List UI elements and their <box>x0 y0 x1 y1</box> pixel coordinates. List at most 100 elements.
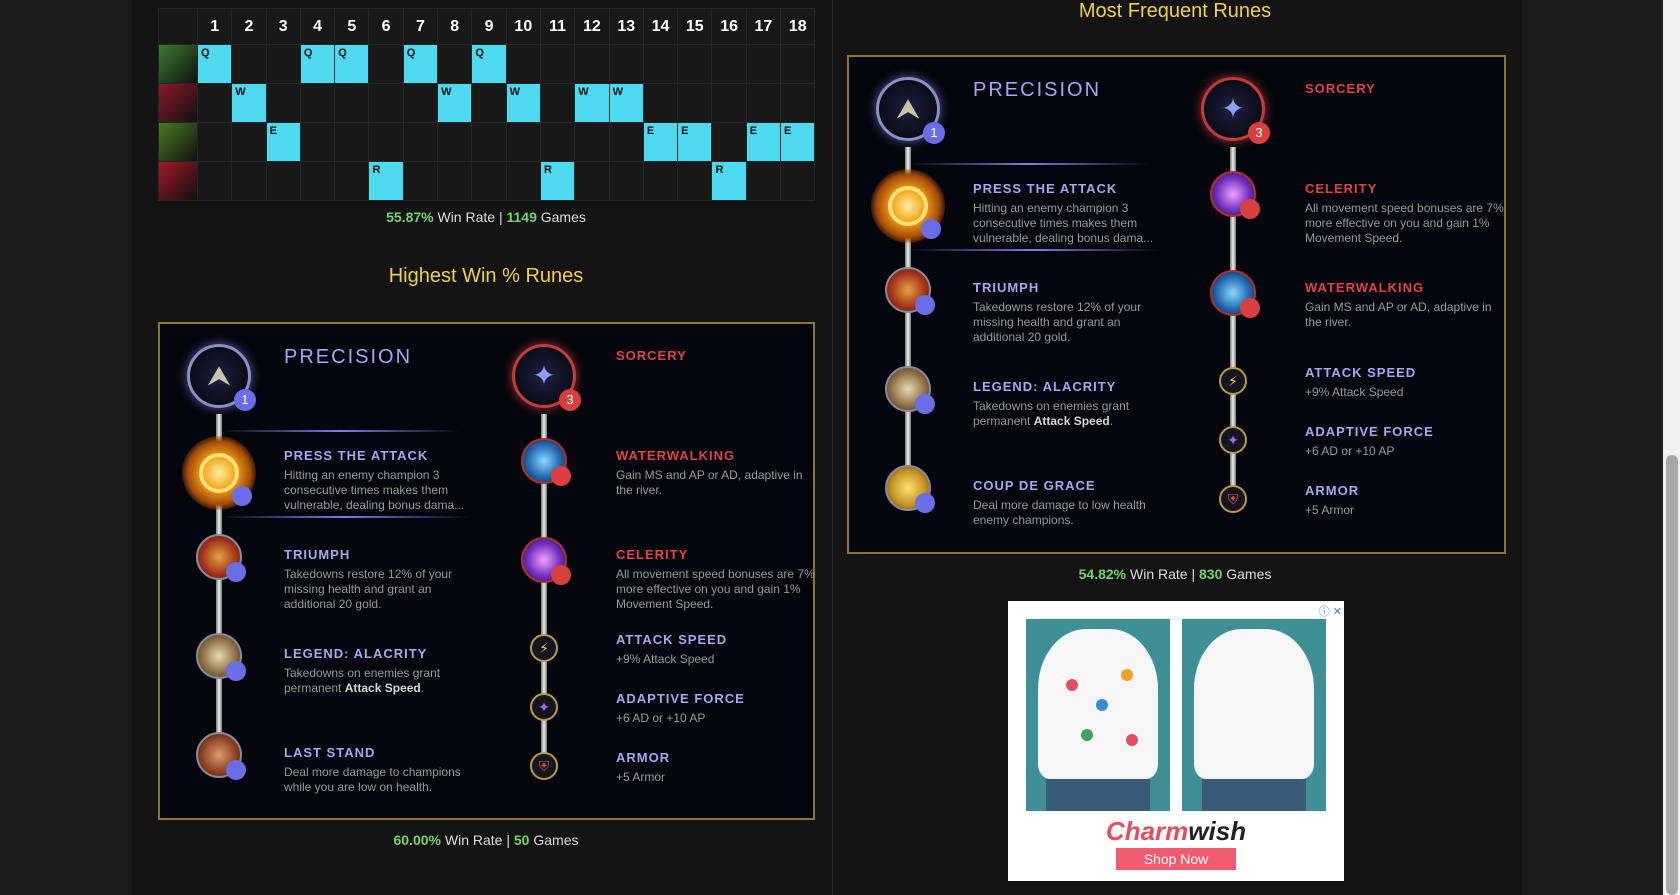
primary-rune-rail <box>905 147 911 487</box>
empty-level-cell <box>539 83 576 123</box>
empty-level-cell <box>642 161 679 201</box>
skill-level-cell: E <box>265 122 301 162</box>
skill-level-cell: Q <box>299 44 336 84</box>
level-header: 13 <box>608 8 644 45</box>
most-frequent-heading: Most Frequent Runes <box>1078 0 1272 22</box>
attack-speed-shard-icon: ⚡ <box>530 634 558 662</box>
empty-level-cell <box>402 83 439 123</box>
games-label: Games <box>533 832 579 848</box>
empty-level-cell <box>231 161 267 201</box>
primary-rune-rail <box>216 414 222 754</box>
selected-dot <box>1240 199 1260 219</box>
level-header: 6 <box>368 8 404 45</box>
empty-level-cell <box>780 44 816 84</box>
level-header: 8 <box>437 8 473 45</box>
empty-level-cell <box>265 161 301 201</box>
empty-level-cell <box>368 83 404 123</box>
selected-dot <box>226 760 246 780</box>
level-header: 2 <box>231 8 267 45</box>
skill-level-cell: R <box>539 161 576 201</box>
desc-bold: Attack Speed <box>344 681 421 695</box>
primary-rune-name: TRIUMPH <box>973 280 1040 295</box>
level-header: 16 <box>711 8 747 45</box>
win-rate-label: Win Rate | <box>444 832 510 848</box>
press-the-attack-icon <box>871 169 945 243</box>
empty-level-cell <box>196 161 233 201</box>
empty-level-cell <box>642 44 679 84</box>
level-header: 14 <box>642 8 679 45</box>
skill-key-label: E <box>269 125 277 137</box>
sorcery-tree-icon: ✦ 3 <box>512 344 581 411</box>
sorcery-tree-icon: ✦ 3 <box>1201 77 1270 144</box>
skill-key-label: E <box>749 125 758 137</box>
water-icon <box>521 438 571 486</box>
keystone-glow-line <box>220 430 460 432</box>
empty-level-cell <box>402 122 439 162</box>
selected-dot <box>915 394 935 414</box>
level-header: 11 <box>539 8 576 45</box>
sorcery-glyph-icon: ✦ <box>532 360 556 391</box>
selected-dot <box>226 562 246 582</box>
skill-level-cell: W <box>574 83 610 123</box>
primary-rune-name: PRESS THE ATTACK <box>973 181 1118 196</box>
polka-dot <box>1081 729 1093 741</box>
advertisement[interactable]: ⓘ ✕ Charmwish Shop Now <box>1008 601 1344 881</box>
celerity-icon <box>521 537 571 585</box>
ad-product-image[interactable] <box>1026 619 1170 811</box>
adaptive-force-shard-icon: ✦ <box>1219 426 1247 454</box>
empty-level-cell <box>780 83 816 123</box>
highest-win-stats: 60.00% Win Rate | 50 Games <box>158 832 814 848</box>
skill-key-label: E <box>646 125 655 137</box>
triumph-icon <box>196 534 246 582</box>
skill-level-cell: R <box>711 161 747 201</box>
skill-icon-cell <box>158 161 198 201</box>
water-icon <box>1210 270 1260 318</box>
empty-level-cell <box>334 122 370 162</box>
polka-dot <box>1066 679 1078 691</box>
empty-level-cell <box>368 122 404 162</box>
skill-order-table: 1 2 3 4 5 6 7 8 9 10 11 12 13 14 15 16 1… <box>158 8 816 201</box>
secondary-rune-desc: Gain MS and AP or AD, adaptive in the ri… <box>616 468 803 497</box>
secondary-rune-rail <box>1230 147 1236 487</box>
skill-level-cell: Q <box>402 44 439 84</box>
triumph-icon <box>885 267 935 315</box>
ad-brand-logo[interactable]: Charmwish <box>1008 816 1344 847</box>
primary-rune-name: PRESS THE ATTACK <box>284 448 429 463</box>
skill-icon-cell <box>158 44 198 84</box>
level-header: 17 <box>745 8 782 45</box>
empty-level-cell <box>505 122 541 162</box>
primary-rune-desc: Takedowns restore 12% of your missing he… <box>284 567 453 611</box>
level-header: 4 <box>299 8 336 45</box>
primary-rune-name: LEGEND: ALACRITY <box>284 646 428 661</box>
primary-rune-desc: Takedowns on enemies grant permanent Att… <box>973 399 1163 429</box>
primary-rune-name: COUP DE GRACE <box>973 478 1096 493</box>
skill-key-label: Q <box>406 47 416 59</box>
primary-rune-desc: Takedowns on enemies grant permanent Att… <box>284 666 474 696</box>
shard-desc: +9% Attack Speed <box>1305 385 1404 399</box>
keystone-ring <box>888 186 928 226</box>
scrollbar-thumb[interactable] <box>1666 455 1678 895</box>
shard-desc: +5 Armor <box>1305 503 1355 517</box>
level-header: 1 <box>196 8 233 45</box>
secondary-rune-name: WATERWALKING <box>1305 280 1425 295</box>
primary-tree-badge: 1 <box>234 389 256 411</box>
alacrity-icon <box>196 633 246 681</box>
primary-tree-title: PRECISION <box>973 79 1102 101</box>
skill-icon-cell <box>158 83 198 123</box>
jeans-shape <box>1046 779 1150 811</box>
shop-now-button[interactable]: Shop Now <box>1116 848 1236 870</box>
desc-text: Takedowns on enemies grant permanent <box>284 666 441 695</box>
jeans-shape <box>1202 779 1306 811</box>
ad-brand-main: Charm <box>1105 816 1189 846</box>
attack-speed-shard-icon: ⚡ <box>1219 367 1247 395</box>
keystone-ring <box>199 453 239 493</box>
ad-product-image[interactable] <box>1182 619 1326 811</box>
shard-desc: +5 Armor <box>616 770 666 784</box>
level-header: 18 <box>780 8 816 45</box>
ad-close-icon[interactable]: ⓘ ✕ <box>1318 606 1342 618</box>
skill-key-label: E <box>784 125 792 137</box>
selected-dot <box>921 219 941 239</box>
